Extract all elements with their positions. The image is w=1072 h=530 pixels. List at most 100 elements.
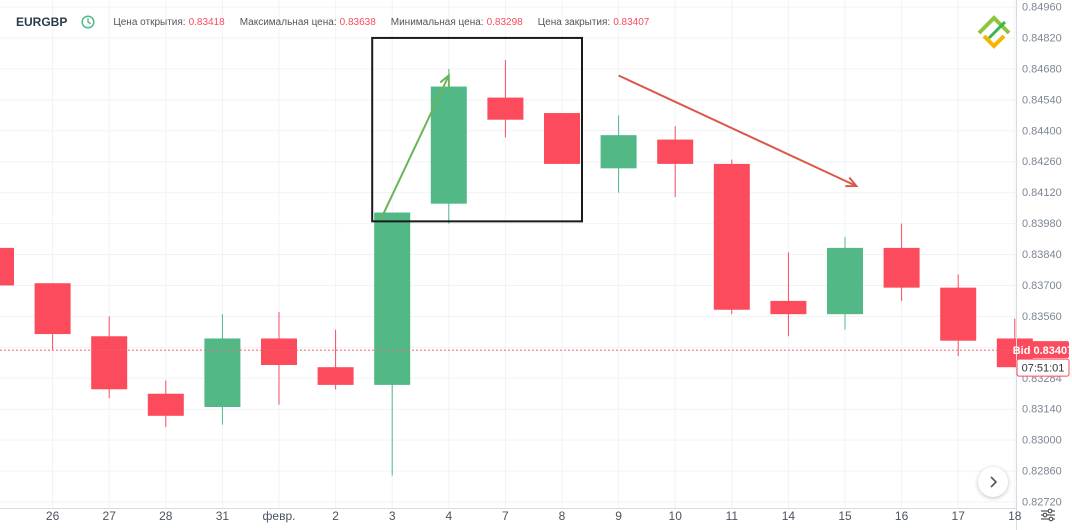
- date-tick-label: 11: [726, 509, 739, 523]
- candle-body: [374, 212, 411, 385]
- candle-body: [657, 139, 694, 164]
- price-tick-label: 0.84960: [1022, 2, 1062, 14]
- price-tick-label: 0.84260: [1022, 156, 1062, 168]
- ohlc-header: EURGBP Цена открытия: 0.83418 Максимальн…: [16, 12, 664, 32]
- candle: [91, 316, 128, 399]
- candle: [147, 380, 184, 427]
- date-tick-label: 26: [46, 509, 60, 523]
- clock-icon[interactable]: [81, 15, 95, 29]
- candle-body: [940, 287, 977, 341]
- price-tick-label: 0.84120: [1022, 187, 1062, 199]
- bid-timer-tag: [1016, 358, 1070, 377]
- high-label: Максимальная цена:: [239, 16, 337, 28]
- annotations: [371, 36, 859, 223]
- candle: [600, 115, 637, 193]
- candle-body: [91, 336, 128, 390]
- bid-marker: Bid 0.83407 07:51:01: [0, 341, 1072, 377]
- close-label: Цена закрытия:: [537, 16, 611, 28]
- price-tick-label: 0.82720: [1022, 497, 1062, 509]
- candle-body: [261, 338, 297, 365]
- bid-price-tag: [1017, 341, 1069, 359]
- trend-down-arrow-shaft: [618, 74, 857, 187]
- price-tick-label: 0.83840: [1022, 249, 1062, 261]
- candle-body: [430, 86, 467, 204]
- candle-body: [883, 247, 920, 288]
- price-tick-label: 0.83980: [1022, 218, 1062, 230]
- price-tick-label: 0.83140: [1022, 404, 1062, 416]
- date-tick-label: 15: [838, 509, 852, 523]
- trend-down-arrow: [618, 74, 859, 188]
- candle-body: [544, 113, 580, 164]
- candle: [34, 283, 71, 350]
- low-label: Минимальная цена:: [390, 16, 484, 28]
- price-tick-label: 0.84540: [1022, 94, 1062, 106]
- price-tick-label: 0.84680: [1022, 63, 1062, 75]
- candle-body: [204, 338, 241, 407]
- candle-body: [827, 247, 863, 315]
- price-tick-label: 0.84820: [1022, 32, 1062, 44]
- candle-body: [770, 300, 807, 315]
- candle: [487, 60, 524, 138]
- date-tick-label: февр.: [263, 509, 296, 523]
- date-tick-label: 8: [559, 509, 566, 523]
- trend-up-arrow-head: [439, 73, 450, 87]
- price-tick-label: 0.83700: [1022, 280, 1062, 292]
- date-tick-label: 2: [332, 509, 339, 523]
- bid-price-label: Bid 0.83407: [1013, 345, 1072, 357]
- price-tick-label: 0.82860: [1022, 466, 1062, 478]
- candle: [713, 159, 750, 315]
- candle: [544, 113, 580, 164]
- date-tick-label: 31: [216, 509, 230, 523]
- date-tick-label: 4: [445, 509, 452, 523]
- date-tick-label: 9: [615, 509, 622, 523]
- candle-body: [34, 283, 71, 335]
- candle: [657, 126, 694, 198]
- candles: [0, 60, 1033, 476]
- candle: [430, 68, 467, 224]
- candle: [0, 247, 14, 286]
- candle-body: [0, 247, 14, 286]
- bid-timer-label: 07:51:01: [1022, 363, 1065, 375]
- date-tick-label: 17: [952, 509, 966, 523]
- price-tick-label: 0.84400: [1022, 125, 1062, 137]
- candle-body: [147, 393, 184, 416]
- candle: [827, 236, 863, 330]
- settings-icon[interactable]: [1040, 508, 1056, 522]
- close-value: 0.83407: [613, 16, 650, 28]
- open-label: Цена открытия:: [113, 16, 186, 28]
- date-tick-label: 28: [159, 509, 173, 523]
- candle-body: [487, 97, 524, 120]
- date-tick-label: 10: [669, 509, 683, 523]
- brand-logo: [977, 15, 1011, 49]
- candle: [317, 329, 354, 390]
- candle: [770, 252, 807, 337]
- date-tick-label: 16: [895, 509, 909, 523]
- chevron-right-icon: [990, 476, 998, 488]
- candle: [883, 223, 920, 301]
- date-tick-label: 18: [1008, 509, 1022, 523]
- price-tick-label: 0.83560: [1022, 311, 1062, 323]
- candle-body: [713, 163, 750, 310]
- highlight-box: [371, 36, 584, 223]
- symbol-name[interactable]: EURGBP: [16, 15, 68, 29]
- candle: [940, 274, 977, 357]
- date-tick-label: 14: [782, 509, 796, 523]
- trend-up-arrow-shaft: [379, 75, 450, 220]
- open-value: 0.83418: [188, 16, 225, 28]
- grid: [0, 0, 1016, 508]
- candle: [374, 212, 411, 476]
- high-value: 0.83638: [339, 16, 376, 28]
- price-tick-label: 0.83000: [1022, 435, 1062, 447]
- low-value: 0.83298: [486, 16, 523, 28]
- trend-up-arrow: [379, 73, 450, 220]
- trend-down-arrow-head: [845, 176, 859, 188]
- date-tick-label: 7: [502, 509, 509, 523]
- candle-body: [600, 135, 637, 169]
- date-tick-label: 27: [103, 509, 117, 523]
- scroll-right-button[interactable]: [978, 467, 1008, 497]
- candle-body: [317, 367, 354, 385]
- candle: [261, 311, 297, 405]
- candle: [204, 314, 241, 425]
